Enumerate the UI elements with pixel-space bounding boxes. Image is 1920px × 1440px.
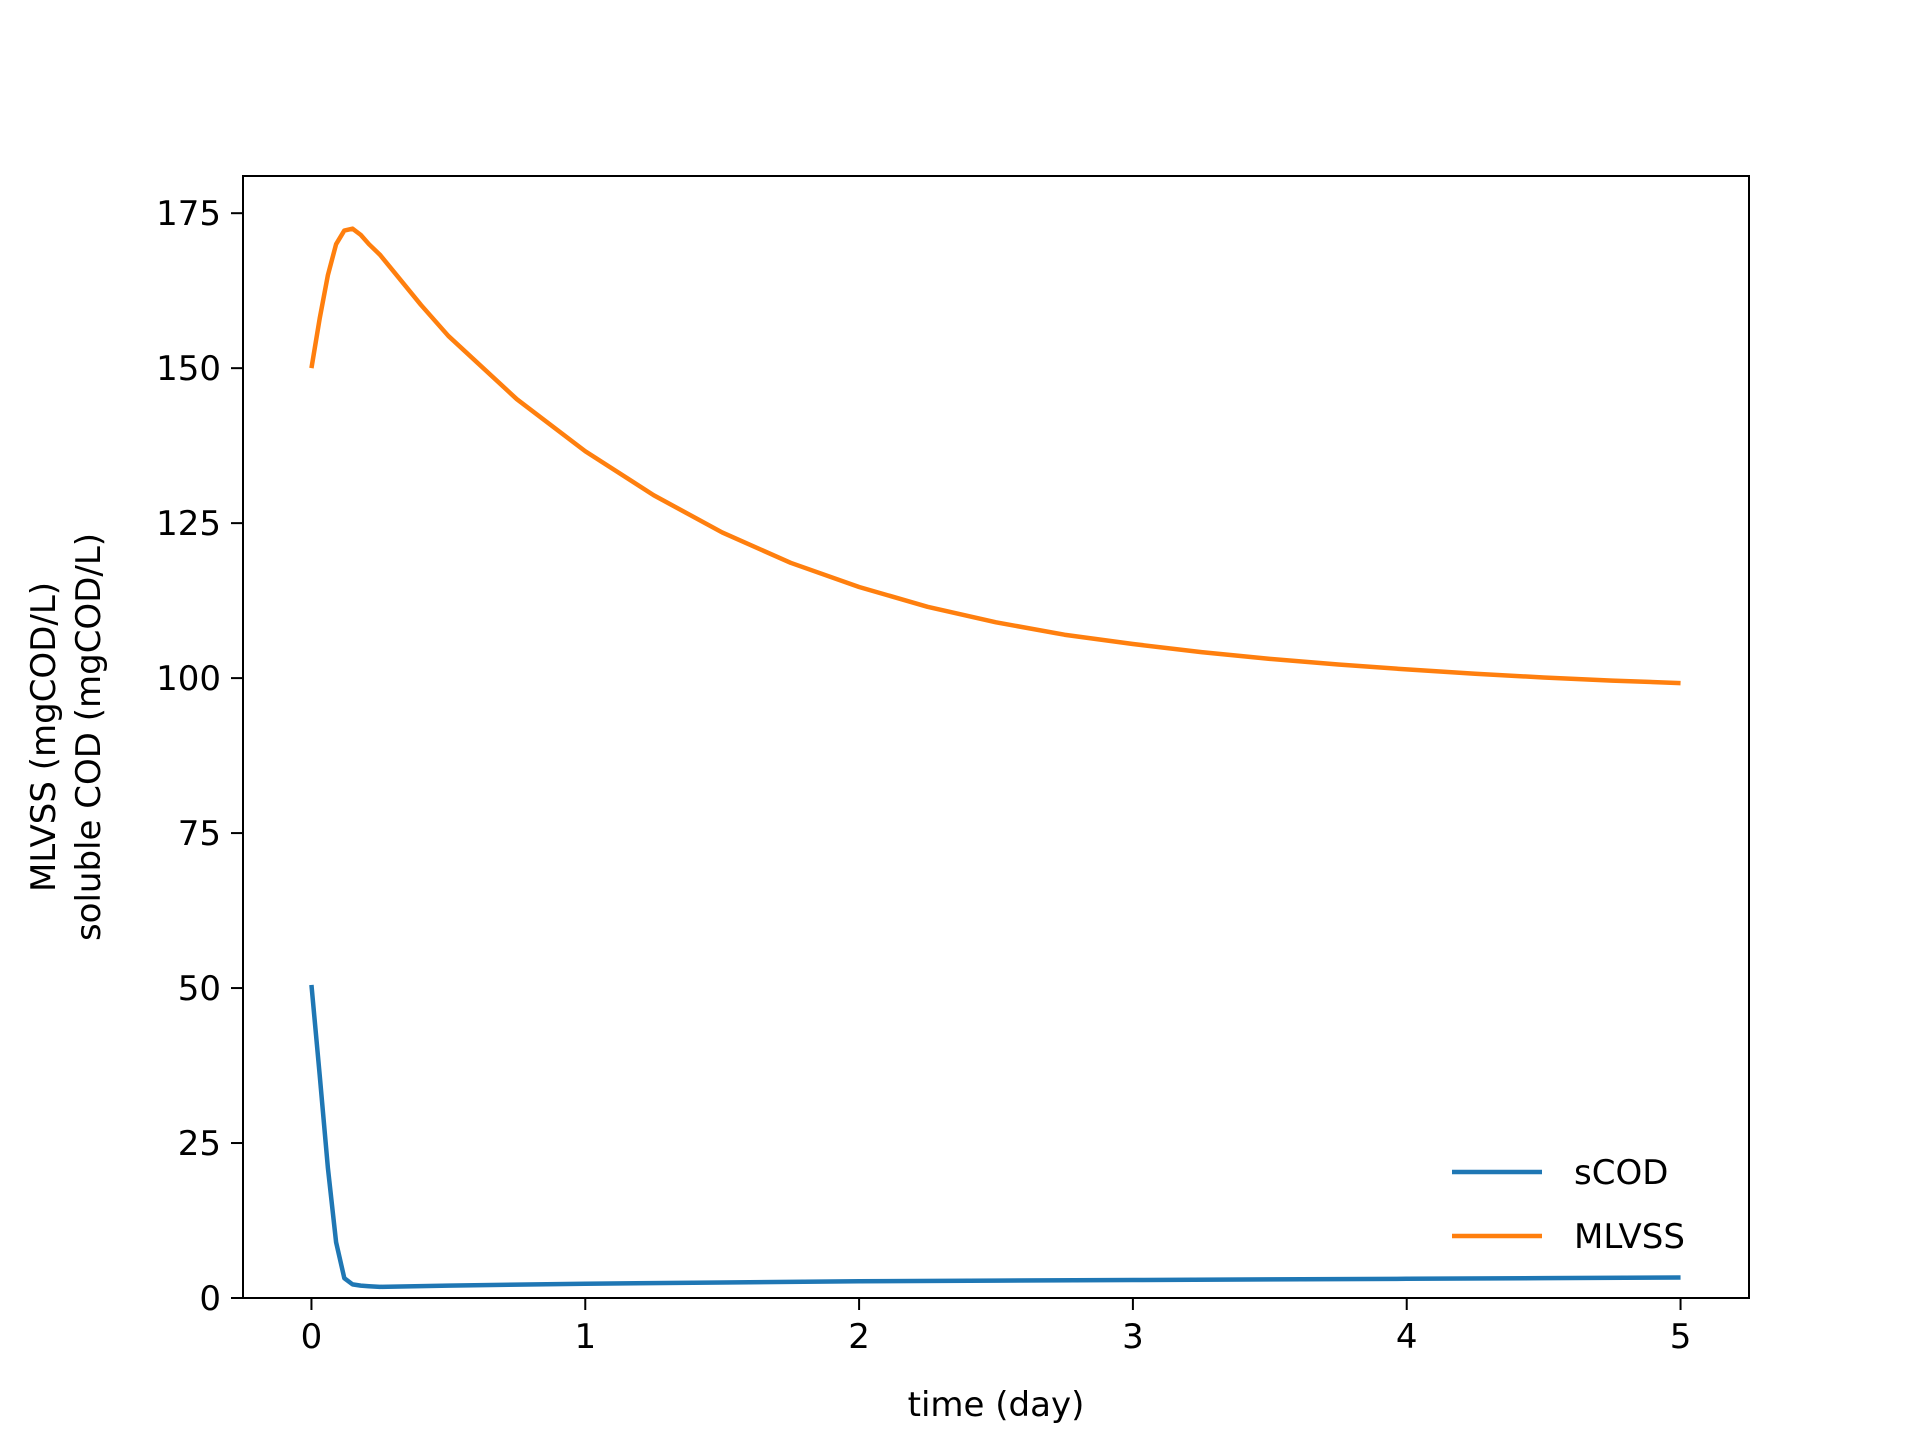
y-tick-label: 150 <box>156 349 221 389</box>
y-tick-label: 25 <box>178 1124 221 1164</box>
legend: sCOD MLVSS <box>1452 1153 1685 1257</box>
x-axis-label: time (day) <box>908 1385 1085 1425</box>
x-tick-label: 1 <box>574 1317 596 1357</box>
y-tick-label: 75 <box>178 814 221 854</box>
y-axis-label-line-2: soluble COD (mgCOD/L) <box>69 533 109 941</box>
y-tick-label: 175 <box>156 194 221 234</box>
x-tick-label: 3 <box>1122 1317 1144 1357</box>
series-line-scod <box>309 984 1681 1290</box>
x-tick-label: 2 <box>848 1317 870 1357</box>
series-layer <box>309 226 1681 1290</box>
x-tick-label: 4 <box>1396 1317 1418 1357</box>
y-axis-ticks: 0 25 50 75 100 125 150 175 <box>156 194 243 1319</box>
x-tick-label: 5 <box>1670 1317 1692 1357</box>
x-axis-ticks: 0 1 2 3 4 5 <box>301 1298 1692 1357</box>
y-tick-label: 0 <box>199 1279 221 1319</box>
x-tick-label: 0 <box>301 1317 323 1357</box>
y-axis-label: MLVSS (mgCOD/L) soluble COD (mgCOD/L) <box>24 533 109 941</box>
y-tick-label: 100 <box>156 659 221 699</box>
series-line-mlvss <box>309 226 1681 686</box>
y-tick-label: 125 <box>156 504 221 544</box>
legend-label-mlvss: MLVSS <box>1574 1217 1685 1257</box>
y-axis-label-line-1: MLVSS (mgCOD/L) <box>24 582 64 892</box>
legend-label-scod: sCOD <box>1574 1153 1668 1193</box>
y-tick-label: 50 <box>178 969 221 1009</box>
axes-frame <box>242 175 1750 1299</box>
